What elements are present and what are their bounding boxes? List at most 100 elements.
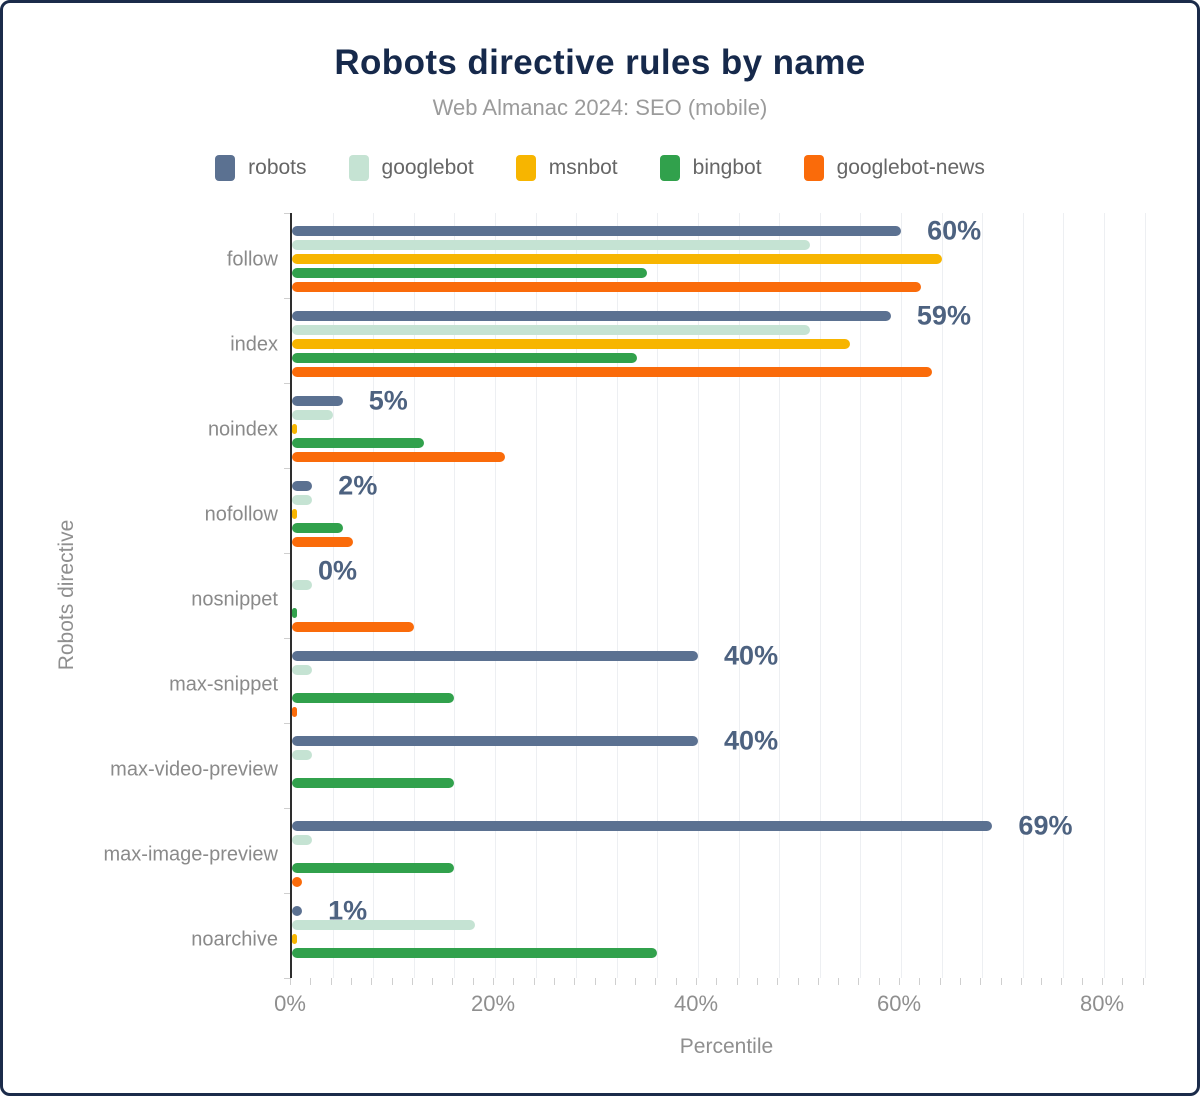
y-axis-tick <box>284 213 290 214</box>
gridline <box>1022 213 1024 978</box>
gridline <box>576 213 578 978</box>
bar-bingbot-max-image-preview <box>292 863 455 873</box>
x-axis-tick <box>1081 978 1083 985</box>
bar-bingbot-noindex <box>292 438 424 448</box>
bar-msnbot-noindex <box>292 424 298 434</box>
bar-googlebot-news-max-snippet <box>292 707 298 717</box>
bar-value-label: 0% <box>318 555 358 586</box>
x-axis-tick <box>838 978 840 985</box>
x-axis-tick <box>310 978 312 985</box>
bar-robots-nofollow <box>292 481 313 491</box>
x-axis-tick <box>493 978 495 985</box>
legend-label: robots <box>248 156 307 179</box>
gridline <box>616 213 618 978</box>
legend-label: googlebot <box>381 156 474 179</box>
x-axis-tick <box>980 978 982 985</box>
legend-swatch <box>515 155 536 181</box>
y-axis-tick <box>284 723 290 724</box>
x-tick-label: 0% <box>274 991 306 1016</box>
category-label: max-image-preview <box>103 843 279 865</box>
category-label: index <box>230 333 278 355</box>
category-label: noindex <box>207 418 278 440</box>
x-axis-tick <box>635 978 637 985</box>
x-axis-tick <box>756 978 758 985</box>
x-axis-tick <box>1061 978 1063 985</box>
x-axis-title: Percentile <box>679 1035 774 1058</box>
x-axis-tick <box>1122 978 1124 985</box>
x-axis-tick <box>899 978 901 985</box>
bar-value-label: 40% <box>724 725 779 756</box>
gridline <box>860 213 862 978</box>
x-axis-tick <box>675 978 677 985</box>
category-label: noarchive <box>191 928 278 950</box>
x-axis-tick <box>817 978 819 985</box>
category-label: nosnippet <box>191 588 278 610</box>
bar-googlebot-follow <box>292 240 810 250</box>
plot-area <box>290 213 1165 978</box>
y-axis-tick <box>284 553 290 554</box>
bar-bingbot-nosnippet <box>292 608 298 618</box>
legend-swatch <box>215 155 236 181</box>
gridline <box>413 213 415 978</box>
x-axis-tick <box>472 978 474 985</box>
bar-msnbot-noarchive <box>292 934 298 944</box>
bar-googlebot-news-index <box>292 367 932 377</box>
gridline <box>901 213 903 978</box>
x-tick-label: 40% <box>674 991 719 1016</box>
x-axis-tick <box>330 978 332 985</box>
x-axis-tick <box>1000 978 1002 985</box>
legend-item-robots[interactable]: robots <box>215 155 307 181</box>
bar-value-label: 1% <box>328 895 368 926</box>
x-axis-tick <box>655 978 657 985</box>
y-axis-tick <box>284 978 290 979</box>
legend-item-bingbot[interactable]: bingbot <box>659 155 762 181</box>
legend-swatch <box>803 155 824 181</box>
x-axis-tick <box>553 978 555 985</box>
bar-robots-max-snippet <box>292 651 699 661</box>
x-axis-tick <box>411 978 413 985</box>
x-axis-tick <box>1041 978 1043 985</box>
gridline <box>941 213 943 978</box>
bar-bingbot-follow <box>292 268 648 278</box>
bar-msnbot-nofollow <box>292 509 298 519</box>
chart-title: Robots directive rules by name <box>334 43 866 82</box>
chart-subtitle: Web Almanac 2024: SEO (mobile) <box>432 95 768 120</box>
legend-item-googlebot[interactable]: googlebot <box>348 155 474 181</box>
category-label: nofollow <box>204 503 278 525</box>
legend-label: bingbot <box>692 156 762 179</box>
x-axis-tick <box>1102 978 1104 985</box>
bar-bingbot-max-snippet <box>292 693 455 703</box>
bar-googlebot-news-max-image-preview <box>292 877 303 887</box>
x-axis-tick <box>533 978 535 985</box>
gridline <box>332 213 334 978</box>
gridline <box>535 213 537 978</box>
legend-swatch <box>348 155 369 181</box>
x-axis-tick <box>391 978 393 985</box>
gridline <box>1104 213 1106 978</box>
bar-bingbot-index <box>292 353 638 363</box>
x-axis-tick <box>371 978 373 985</box>
x-axis-tick <box>452 978 454 985</box>
bar-googlebot-nofollow <box>292 495 313 505</box>
bar-bingbot-noarchive <box>292 948 658 958</box>
gridline <box>454 213 456 978</box>
bar-googlebot-news-noindex <box>292 452 506 462</box>
bar-googlebot-max-image-preview <box>292 835 313 845</box>
bar-robots-index <box>292 311 891 321</box>
bar-bingbot-nofollow <box>292 523 343 533</box>
bar-msnbot-follow <box>292 254 942 264</box>
bar-robots-max-image-preview <box>292 821 993 831</box>
x-axis-tick <box>696 978 698 985</box>
bar-googlebot-news-nofollow <box>292 537 353 547</box>
category-label: max-video-preview <box>110 758 278 780</box>
bar-googlebot-max-snippet <box>292 665 313 675</box>
y-axis-tick <box>284 383 290 384</box>
x-axis-tick <box>614 978 616 985</box>
bar-value-label: 2% <box>338 470 378 501</box>
legend-item-googlebot-news[interactable]: googlebot-news <box>803 155 985 181</box>
legend-item-msnbot[interactable]: msnbot <box>515 155 618 181</box>
x-axis-tick <box>777 978 779 985</box>
category-label: follow <box>226 248 278 270</box>
bar-googlebot-noarchive <box>292 920 475 930</box>
